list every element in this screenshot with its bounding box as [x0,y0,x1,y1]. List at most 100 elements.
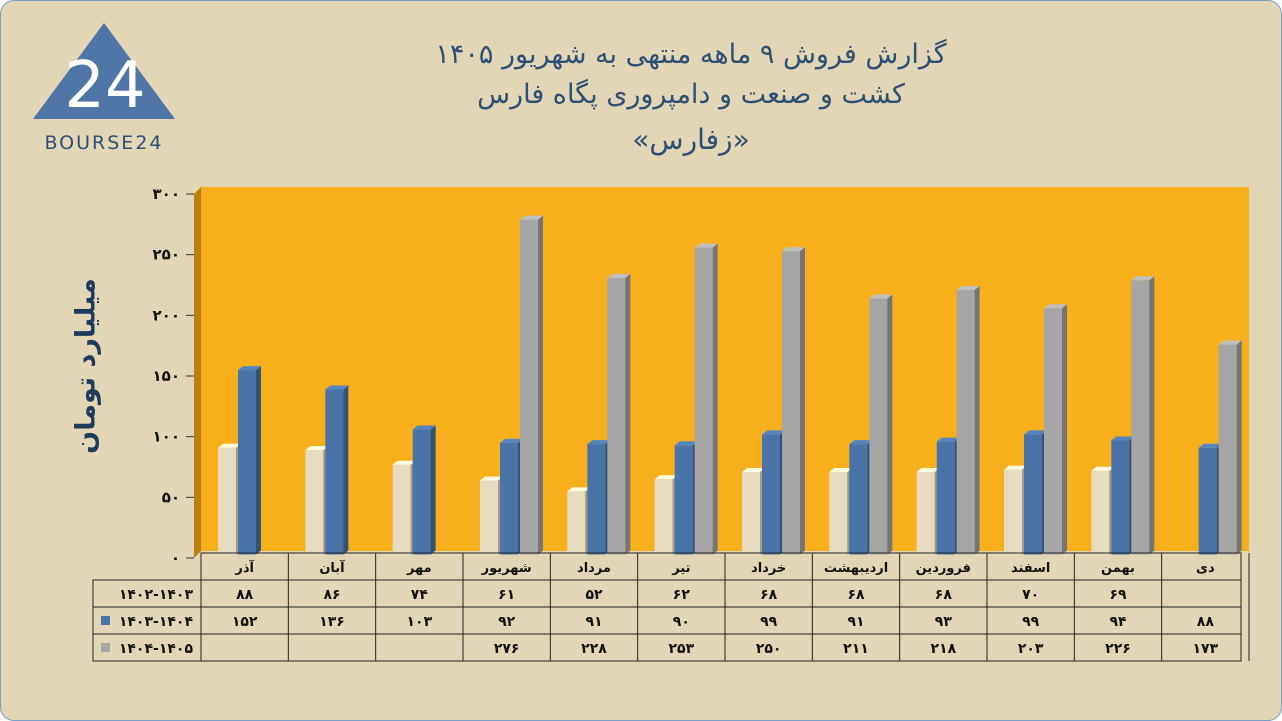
data-label: ۶۹ [1109,587,1127,603]
data-table: دی بهمن اسفند فروردین اردیبهشت خرداد تیر مرداد ش… [92,552,1250,662]
data-label: ۹۱ [585,614,602,630]
bar-top [654,475,678,480]
table-body-box [92,579,1242,662]
bar [936,437,960,555]
logo-text: BOURSE24 [44,132,163,154]
category-label: فروردین [916,561,971,576]
bar [520,215,543,555]
plot-area [194,187,1249,558]
chart-title-line-3: «زفارس» [632,123,750,156]
data-label: ۲۱۸ [931,641,957,657]
y-axis-ticks: ۰ ۵۰ ۱۰۰ ۱۵۰ ۲۰۰ ۲۵۰ ۳۰۰ [153,185,194,567]
data-label: ۷۴ [411,587,429,603]
bar-top [412,425,436,430]
bar-front [956,289,975,555]
bar-top [480,476,503,481]
series-name: ۱۴۰۴-۱۴۰۵ [119,641,194,657]
data-label: ۶۸ [760,587,778,603]
bar-side [1062,304,1067,555]
bar [869,294,893,555]
bar-front [392,464,411,555]
bar-top [762,430,785,435]
bar-side [1149,276,1155,555]
data-label: ۸۶ [323,587,340,603]
category-label: تیر [671,561,690,576]
data-label: ۹۰ [673,614,690,630]
bar [742,467,765,555]
bar [480,476,503,555]
bar [238,366,261,555]
data-label: ۹۹ [1022,614,1040,630]
data-label: ۱۵۲ [232,614,258,630]
plot-back-wall [201,187,1249,551]
bar-top [500,438,523,443]
bar [956,285,980,555]
bar-side [712,243,718,555]
series-name: ۱۴۰۲-۱۴۰۳ [119,587,194,603]
bar-side [538,215,543,555]
bar-top [1004,465,1027,470]
category-label: شهریور [481,561,532,576]
category-label: آبان [319,559,345,576]
bar-front [916,471,935,555]
bar-top [1198,443,1222,448]
bar-front [1198,447,1217,555]
bar-top [607,273,631,278]
bar [829,467,853,555]
bar [1024,430,1047,555]
data-label: ۶۸ [935,587,953,603]
y-tick-label: ۲۰۰ [153,306,180,324]
category-label: آذر [234,559,254,576]
bar-front [1218,344,1237,555]
bourse24-logo: 24 BOURSE24 [33,23,175,154]
data-label: ۱۰۳ [407,614,433,630]
bar [587,440,611,555]
y-tick-label: ۵۰ [162,488,180,506]
bar [1044,304,1067,555]
bar [674,441,698,555]
bar [1004,465,1027,555]
bar-top [1111,436,1135,441]
bar-front [742,471,760,555]
chart-title-line-1: گزارش فروش ۹ ماهه منتهی به شهریور ۱۴۰۵ [435,39,947,70]
bar-top [1218,340,1242,345]
bar-front [869,298,888,555]
bar-top [305,446,329,451]
bar-top [1024,430,1047,435]
bar-top [956,285,980,290]
bar-top [1131,276,1155,281]
bar [218,443,241,555]
data-label: ۲۲۸ [581,641,607,657]
data-label: ۹۳ [935,614,953,630]
bar-side [1236,340,1242,555]
bar-top [782,247,805,252]
bar-top [694,243,718,248]
bar-front [782,251,800,555]
data-label: ۲۷۶ [494,641,520,657]
data-label: ۶۲ [673,587,691,603]
bar [782,247,805,555]
bar-front [218,447,236,555]
bar-top [567,487,591,492]
bar [849,440,873,555]
data-label: ۵۲ [585,587,603,603]
bar-top [392,460,416,465]
chart-title-line-2: کشت و صنعت و دامپروری پگاه فارس [477,79,905,110]
bar-top [238,366,261,371]
bar-front [849,444,868,555]
data-label: ۲۵۳ [669,641,695,657]
data-label: ۶۱ [498,587,515,603]
legend-key [101,616,110,625]
y-tick-label: ۰ [171,549,180,567]
category-label: بهمن [1101,561,1135,576]
data-label: ۹۲ [498,614,516,630]
bar-top [587,440,611,445]
bar-front [829,471,848,555]
bar-front [762,434,780,555]
bar-front [305,450,324,555]
bar-top [1044,304,1067,309]
bar [607,273,631,555]
data-label: ۱۷۳ [1193,641,1219,657]
bar-side [625,273,631,555]
